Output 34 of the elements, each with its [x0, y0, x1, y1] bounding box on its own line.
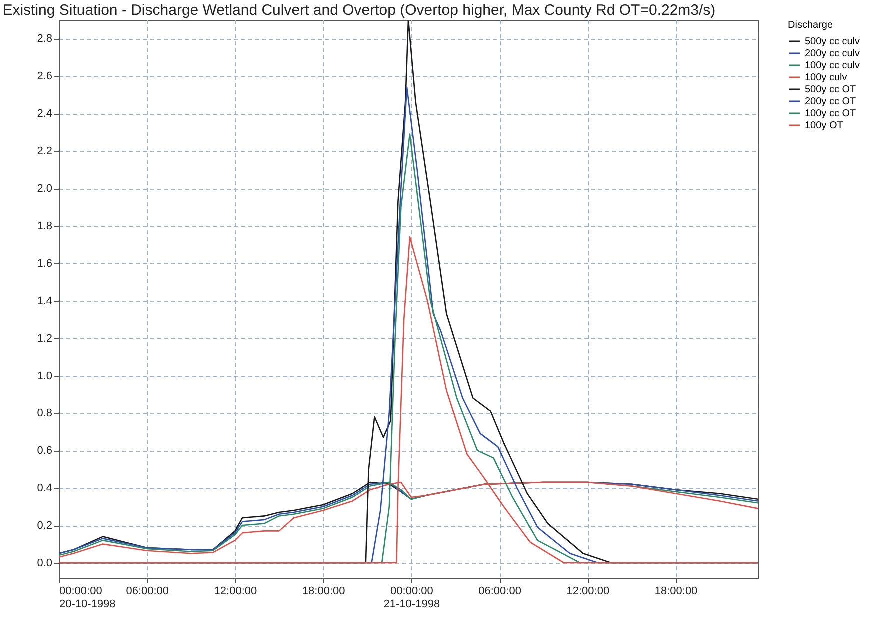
- x-tick-label: 00:00:00 20-10-1998: [60, 586, 116, 610]
- y-tick-label: 1.2: [37, 332, 52, 345]
- legend-label: 200y cc OT: [805, 96, 856, 108]
- x-tick-label: 06:00:00: [126, 586, 170, 598]
- y-tick-label: 0.6: [37, 445, 52, 458]
- y-tick-label: 2.6: [37, 70, 52, 83]
- x-tick-label: 12:00:00: [214, 586, 258, 598]
- legend-label: 100y cc culv: [805, 60, 860, 72]
- x-tick-label: 18:00:00: [654, 586, 698, 598]
- legend-label: 200y cc culv: [805, 48, 860, 60]
- x-tick-label: 18:00:00: [302, 586, 346, 598]
- chart-title: Existing Situation - Discharge Wetland Culvert and Overtop (Overtop higher, Max County Rd OT=0.22m3/s): [2, 2, 716, 19]
- y-tick-label: 2.0: [37, 183, 52, 196]
- line-series: [59, 236, 758, 564]
- y-tick-label: 0.4: [37, 482, 52, 495]
- y-tick-label: 1.8: [37, 220, 52, 232]
- y-tick-label: 1.0: [37, 370, 52, 382]
- y-tick-label: 1.4: [37, 295, 52, 308]
- y-tick-label: 2.8: [37, 33, 52, 46]
- x-tick-label: 12:00:00: [566, 586, 610, 598]
- legend-label: 500y cc OT: [805, 84, 856, 96]
- y-tick-label: 0.8: [37, 408, 52, 420]
- x-tick-label: 00:00:00 21-10-1998: [384, 586, 440, 610]
- y-tick-label: 2.4: [37, 108, 52, 120]
- y-tick-label: 0.0: [37, 558, 52, 570]
- x-tick-label: 06:00:00: [478, 586, 522, 598]
- legend-label: 100y cc OT: [805, 108, 856, 120]
- y-tick-label: 2.2: [37, 146, 52, 158]
- legend-title: Discharge: [788, 20, 834, 31]
- legend-label: 100y OT: [805, 120, 844, 132]
- y-tick-label: 1.6: [37, 258, 52, 270]
- legend-label: 500y cc culv: [805, 36, 860, 48]
- legend-label: 100y culv: [805, 72, 848, 84]
- y-tick-label: 0.2: [37, 520, 52, 532]
